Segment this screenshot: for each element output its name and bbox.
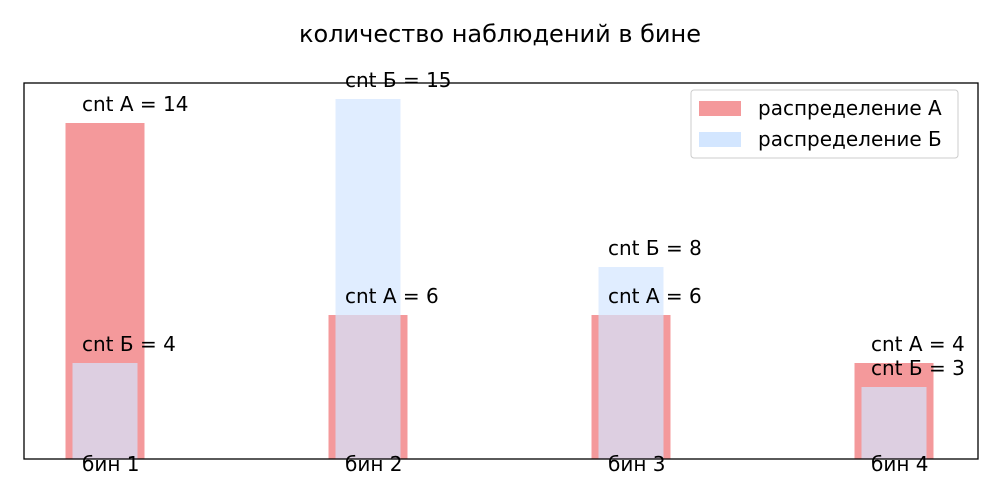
legend-swatch-distribution-b <box>699 132 741 147</box>
category-label-bin-4: бин 4 <box>871 452 929 476</box>
bar-b-bin-2 <box>335 99 401 459</box>
legend-box <box>690 89 959 159</box>
bar-b-bin-4 <box>861 387 927 459</box>
data-label-b-bin-2: cnt Б = 15 <box>345 68 452 92</box>
legend: распределение А распределение Б <box>690 89 959 159</box>
category-label-bin-2: бин 2 <box>345 452 403 476</box>
legend-swatch-distribution-a <box>699 101 741 116</box>
chart-title: количество наблюдений в бине <box>299 20 701 48</box>
data-label-b-bin-4: cnt Б = 3 <box>871 356 965 380</box>
labels-layer: cnt А = 14 cnt Б = 4 бин 1 cnt А = 6 cnt Б =… <box>82 68 965 476</box>
data-label-a-bin-4: cnt А = 4 <box>871 332 965 356</box>
data-label-a-bin-1: cnt А = 14 <box>82 92 188 116</box>
data-label-a-bin-2: cnt А = 6 <box>345 284 439 308</box>
category-label-bin-3: бин 3 <box>608 452 666 476</box>
plot-frame <box>23 82 979 460</box>
category-label-bin-1: бин 1 <box>82 452 140 476</box>
data-label-a-bin-3: cnt А = 6 <box>608 284 702 308</box>
bar-b-bin-1 <box>72 363 138 459</box>
data-label-b-bin-3: cnt Б = 8 <box>608 236 702 260</box>
bar-b-bin-3 <box>598 267 664 459</box>
legend-label-distribution-b: распределение Б <box>758 127 942 151</box>
legend-label-distribution-a: распределение А <box>758 96 942 120</box>
bars-layer <box>65 99 934 459</box>
data-label-b-bin-1: cnt Б = 4 <box>82 332 176 356</box>
